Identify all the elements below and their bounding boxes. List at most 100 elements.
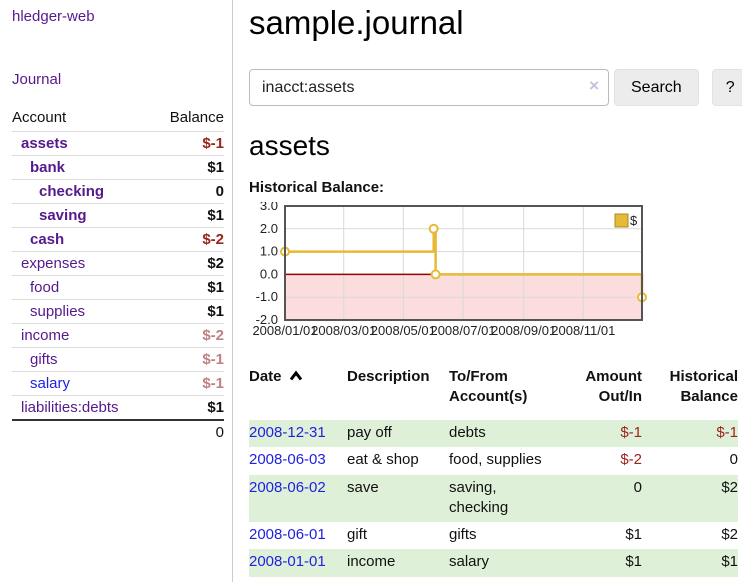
transaction-row[interactable]: 2008-06-02 save saving, checking 0 $2 (249, 474, 738, 522)
transaction-date-link[interactable]: 2008-06-03 (249, 451, 326, 469)
transaction-row[interactable]: 2008-01-01 income salary $1 $1 (249, 549, 738, 577)
transaction-date-link[interactable]: 2008-06-02 (249, 478, 326, 496)
account-row: liabilities:debts $1 (12, 395, 224, 421)
account-link-expenses[interactable]: expenses (21, 255, 86, 272)
account-balance: $1 (207, 207, 224, 224)
transaction-amount: $-2 (620, 451, 642, 469)
transaction-description: pay off (347, 424, 392, 441)
help-button[interactable]: ? (711, 69, 742, 106)
account-name-cell: income (12, 324, 153, 348)
transaction-balance: 0 (729, 451, 738, 469)
account-balance: 0 (215, 183, 224, 200)
account-link-income[interactable]: income (21, 327, 70, 344)
account-link-gifts[interactable]: gifts (30, 351, 58, 368)
transaction-amount: 0 (633, 478, 642, 496)
sidebar: hledger-web Journal Account Balance asse… (0, 0, 233, 582)
account-link-checking[interactable]: checking (39, 183, 105, 200)
account-link-supplies[interactable]: supplies (30, 303, 86, 320)
main-content: sample.journal × Search ? assets Histori… (233, 0, 742, 582)
transaction-date-link[interactable]: 2008-12-31 (249, 424, 326, 441)
search-input-wrap: × (249, 69, 609, 106)
x-tick-label: 2008/11/01 (551, 323, 615, 338)
register-table: Date Description To/From Account(s) Amount Ou… (249, 365, 738, 577)
chart-title: Historical Balance: (249, 179, 385, 196)
accounts-header-account: Account (12, 109, 67, 126)
transaction-date-link[interactable]: 2008-01-01 (249, 553, 326, 571)
account-name-cell: assets (12, 132, 153, 156)
register-header-row: Date Description To/From Account(s) Amount Ou… (249, 365, 738, 420)
data-point-marker[interactable] (430, 269, 441, 280)
y-tick-label: 3.0 (260, 202, 278, 213)
y-tick-label: 2.0 (260, 221, 278, 236)
account-balance: $-2 (202, 327, 224, 344)
search-form: × Search ? (249, 69, 742, 106)
transaction-description: save (347, 478, 379, 496)
transaction-description: gift (347, 526, 368, 543)
account-balance: $1 (207, 399, 224, 416)
clear-search-icon[interactable]: × (589, 76, 599, 95)
transaction-accounts: debts (449, 424, 486, 441)
transaction-balance: $1 (721, 553, 738, 571)
y-tick-label: -2.0 (256, 312, 278, 327)
transaction-date-link[interactable]: 2008-06-01 (249, 526, 326, 543)
accounts-header-balance: Balance (169, 109, 224, 126)
account-link-liabilities-debts[interactable]: liabilities:debts (21, 399, 119, 416)
account-balance: $1 (207, 159, 224, 176)
transaction-row[interactable]: 2008-06-03 eat & shop food, supplies $-2 0 (249, 447, 738, 474)
transaction-row[interactable]: 2008-12-31 pay off debts $-1 $-1 (249, 420, 738, 448)
search-input[interactable] (249, 69, 609, 106)
transaction-date-cell: 2008-12-31 (249, 420, 347, 447)
transaction-row[interactable]: 2008-06-01 gift gifts $1 $2 (249, 522, 738, 549)
register-header-historical-balance: Historical Balance (669, 368, 738, 405)
register-header-to/from-account-s-: To/From Account(s) (449, 368, 528, 405)
account-row: income $-2 (12, 323, 224, 348)
account-name-cell: cash (12, 228, 153, 252)
data-point-marker[interactable] (428, 223, 439, 234)
account-link-food[interactable]: food (30, 279, 60, 296)
legend-label: $ (630, 213, 638, 228)
accounts-total-spacer (12, 419, 153, 444)
account-name-cell: expenses (12, 252, 153, 276)
accounts-header-row: Account Balance (12, 106, 224, 132)
account-balance: $-2 (202, 231, 224, 248)
nav-journal-link[interactable]: Journal (12, 71, 62, 88)
account-name-cell: liabilities:debts (12, 396, 153, 421)
account-row: food $1 (12, 275, 224, 300)
account-link-bank[interactable]: bank (30, 159, 66, 176)
search-button[interactable]: Search (614, 69, 699, 106)
transaction-balance: $2 (721, 478, 738, 496)
x-tick-label: 2008/01/01 (252, 323, 317, 338)
y-tick-label: 1.0 (260, 244, 278, 259)
account-link-salary[interactable]: salary (30, 375, 71, 392)
account-balance: $-1 (202, 135, 224, 152)
y-tick-label: 0.0 (260, 266, 278, 281)
account-name-cell: supplies (12, 300, 153, 324)
account-link-cash[interactable]: cash (30, 231, 65, 248)
register-header-amount-out/in: Amount Out/In (585, 368, 642, 405)
account-link-saving[interactable]: saving (39, 207, 87, 224)
account-balance: $1 (207, 279, 224, 296)
account-name-cell: salary (12, 372, 153, 396)
transaction-balance: $-1 (716, 424, 738, 441)
register-header-date[interactable]: Date (249, 365, 347, 420)
transaction-amount: $-1 (620, 424, 642, 441)
transaction-accounts: gifts (449, 526, 477, 543)
account-row: supplies $1 (12, 299, 224, 324)
account-balance: $2 (207, 255, 224, 272)
transaction-description: income (347, 553, 396, 571)
account-row: expenses $2 (12, 251, 224, 276)
transaction-balance: $2 (721, 526, 738, 543)
transaction-accounts: saving, checking (449, 478, 509, 516)
account-row: salary $-1 (12, 371, 224, 396)
plot-border (284, 205, 643, 321)
account-link-assets[interactable]: assets (21, 135, 68, 152)
account-row: saving $1 (12, 203, 224, 228)
transaction-accounts: food, supplies (449, 451, 542, 469)
account-row: gifts $-1 (12, 347, 224, 372)
sort-ascending-icon[interactable] (289, 368, 303, 385)
account-name-cell: bank (12, 156, 153, 180)
account-name-cell: checking (12, 180, 153, 204)
app-title-link[interactable]: hledger-web (12, 8, 95, 25)
transaction-description: eat & shop (347, 451, 419, 469)
